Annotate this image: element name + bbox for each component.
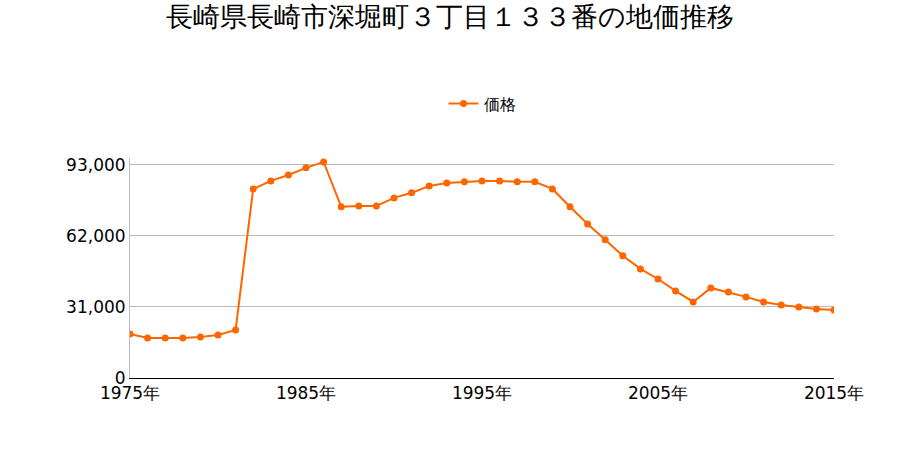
svg-text:2005年: 2005年 xyxy=(628,383,688,403)
svg-text:31,000: 31,000 xyxy=(66,297,125,317)
svg-text:1975年: 1975年 xyxy=(100,383,160,403)
svg-text:2015年: 2015年 xyxy=(804,383,864,403)
svg-text:93,000: 93,000 xyxy=(66,155,125,175)
svg-text:価格: 価格 xyxy=(484,95,516,114)
svg-text:62,000: 62,000 xyxy=(66,226,125,246)
svg-text:1985年: 1985年 xyxy=(276,383,336,403)
svg-text:長崎県長崎市深堀町３丁目１３３番の地価推移: 長崎県長崎市深堀町３丁目１３３番の地価推移 xyxy=(166,1,734,32)
svg-text:1995年: 1995年 xyxy=(452,383,512,403)
svg-text:0: 0 xyxy=(115,368,126,388)
